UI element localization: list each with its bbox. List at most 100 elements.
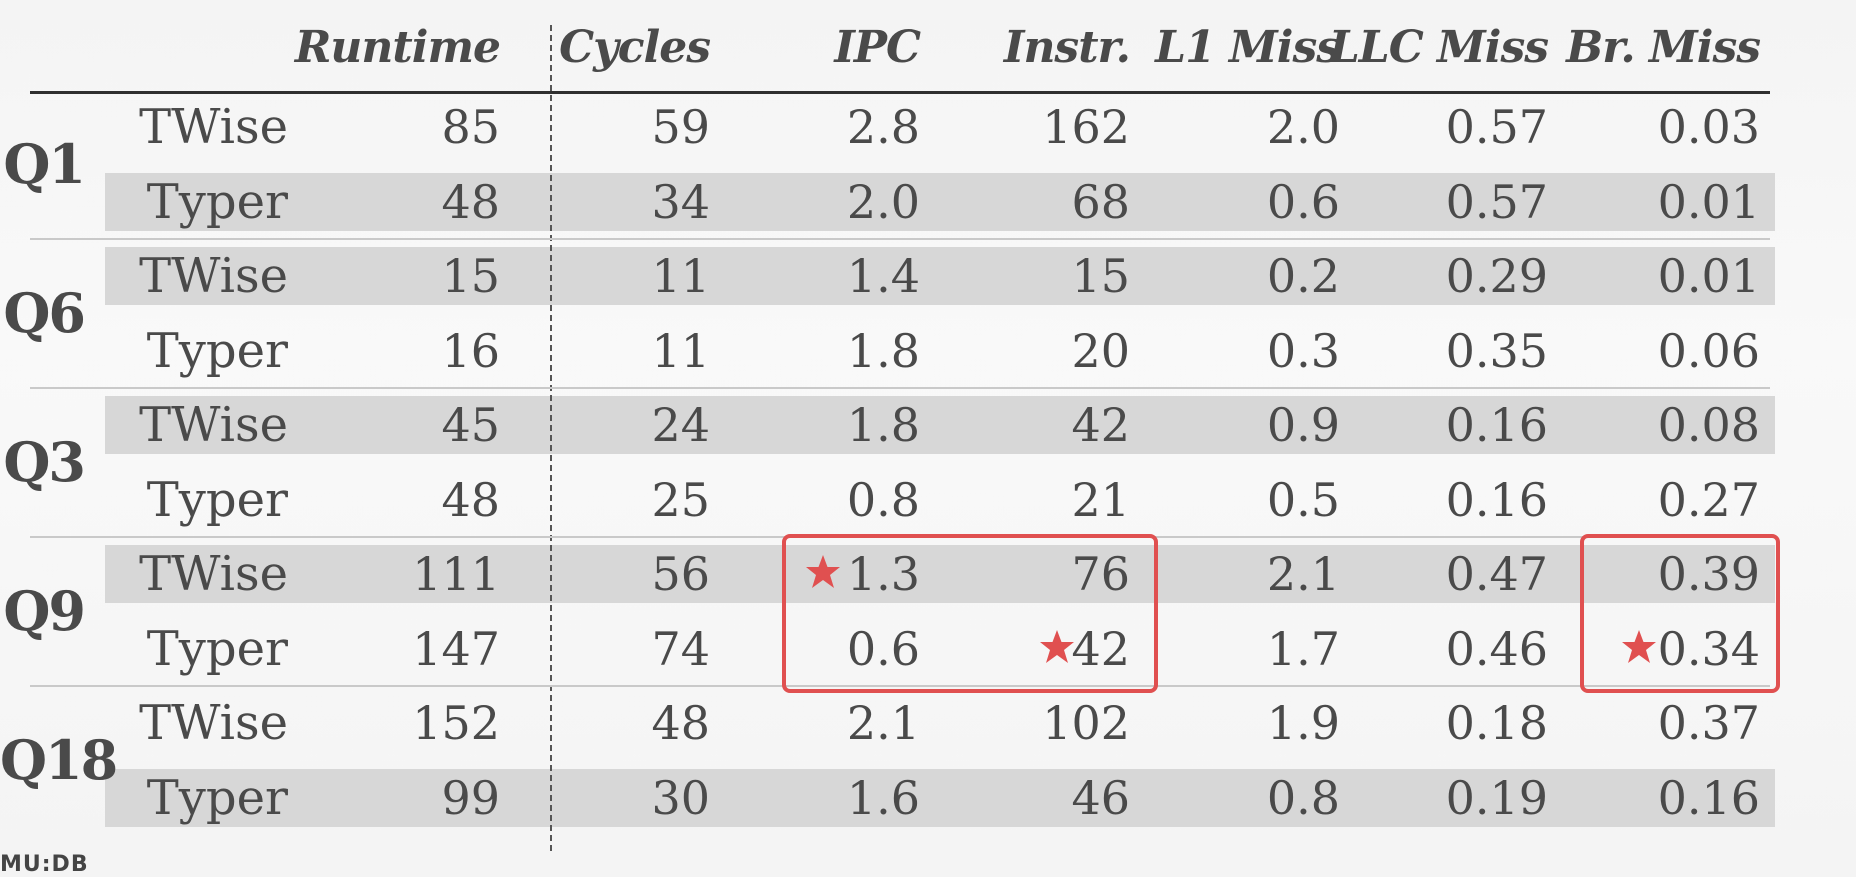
table-cell: 34 xyxy=(651,174,710,229)
table-cell: 15 xyxy=(1071,249,1130,303)
table-cell: 99 xyxy=(441,770,500,825)
table-cell: 11 xyxy=(651,323,710,378)
table-cell: 74 xyxy=(651,621,710,676)
table-cell: 0.16 xyxy=(1445,398,1548,452)
table-cell: 0.6 xyxy=(1266,174,1340,229)
group-separator xyxy=(30,238,1770,240)
table-cell: 0.2 xyxy=(1266,249,1340,303)
table-cell: 147 xyxy=(412,621,500,676)
table-cell: 1.4 xyxy=(846,249,920,303)
table-cell: 1.8 xyxy=(846,323,920,378)
star-icon xyxy=(1040,629,1074,663)
table-cell: 0.01 xyxy=(1657,249,1760,303)
header-rule xyxy=(30,91,1770,94)
system-label: TWise xyxy=(139,99,288,155)
highlight-box xyxy=(1580,534,1780,693)
table-cell: 0.5 xyxy=(1266,472,1340,527)
table-cell: 0.01 xyxy=(1657,174,1760,229)
table-cell: 15 xyxy=(441,249,500,303)
table-cell: 20 xyxy=(1071,323,1130,378)
table-cell: 0.16 xyxy=(1657,770,1760,825)
table-cell: 46 xyxy=(1071,770,1130,825)
table-cell: 30 xyxy=(651,770,710,825)
query-label: Q18 xyxy=(0,728,118,793)
table-cell: 2.0 xyxy=(1266,100,1340,154)
table-cell: 0.57 xyxy=(1445,174,1548,229)
column-header: Runtime xyxy=(294,22,501,73)
column-header: Cycles xyxy=(559,22,711,73)
table-cell: 0.18 xyxy=(1445,696,1548,750)
table-cell: 0.6 xyxy=(846,621,920,676)
table-cell: 0.35 xyxy=(1445,323,1548,378)
query-label: Q3 xyxy=(3,430,86,495)
system-label: Typer xyxy=(146,769,288,826)
column-separator xyxy=(550,25,552,851)
table-cell: 0.08 xyxy=(1657,398,1760,452)
table-cell: 1.6 xyxy=(846,770,920,825)
table-cell: 1.3 xyxy=(846,547,920,601)
query-label: Q1 xyxy=(3,132,86,197)
row-band xyxy=(105,396,1775,454)
table-cell: 0.57 xyxy=(1445,100,1548,154)
table-cell: 2.0 xyxy=(846,174,920,229)
system-label: Typer xyxy=(146,620,288,677)
table-cell: 85 xyxy=(441,100,500,154)
table-cell: 1.7 xyxy=(1266,621,1340,676)
table-cell: 2.1 xyxy=(846,696,920,750)
table-cell: 0.8 xyxy=(846,472,920,527)
table-cell: 2.1 xyxy=(1266,547,1340,601)
system-label: Typer xyxy=(146,471,288,528)
table-cell: 42 xyxy=(1071,398,1130,452)
table-cell: 0.03 xyxy=(1657,100,1760,154)
table-cell: 152 xyxy=(412,696,500,750)
table-cell: 162 xyxy=(1042,100,1130,154)
system-label: TWise xyxy=(139,695,288,751)
table-cell: 25 xyxy=(651,472,710,527)
row-band xyxy=(105,545,1775,603)
row-band xyxy=(105,247,1775,305)
table-cell: 0.9 xyxy=(1266,398,1340,452)
table-cell: 0.29 xyxy=(1445,249,1548,303)
row-band xyxy=(105,768,1775,827)
row-band xyxy=(105,172,1775,231)
table-cell: 0.39 xyxy=(1657,547,1760,601)
table-cell: 1.9 xyxy=(1266,696,1340,750)
column-header: Br. Miss xyxy=(1566,22,1761,73)
query-label: Q9 xyxy=(3,579,86,644)
column-header: Instr. xyxy=(1003,22,1131,73)
group-separator xyxy=(30,685,1770,687)
query-label: Q6 xyxy=(3,281,86,346)
system-label: TWise xyxy=(139,397,288,453)
table-cell: 48 xyxy=(441,472,500,527)
column-header: IPC xyxy=(834,22,921,73)
highlight-box xyxy=(782,534,1158,693)
star-icon xyxy=(1622,629,1656,663)
table-cell: 102 xyxy=(1042,696,1130,750)
column-header: L1 Miss xyxy=(1155,22,1341,73)
table-cell: 59 xyxy=(651,100,710,154)
system-label: TWise xyxy=(139,248,288,304)
footer-logo: MU:DB xyxy=(0,852,89,877)
table-cell: 0.47 xyxy=(1445,547,1548,601)
table-cell: 0.34 xyxy=(1657,621,1760,676)
table-cell: 0.06 xyxy=(1657,323,1760,378)
system-label: TWise xyxy=(139,546,288,602)
table-cell: 11 xyxy=(651,249,710,303)
table-cell: 45 xyxy=(441,398,500,452)
table-cell: 0.27 xyxy=(1657,472,1760,527)
table-cell: 0.3 xyxy=(1266,323,1340,378)
table-cell: 111 xyxy=(412,547,500,601)
table-cell: 0.16 xyxy=(1445,472,1548,527)
table-cell: 56 xyxy=(651,547,710,601)
table-cell: 48 xyxy=(651,696,710,750)
system-label: Typer xyxy=(146,173,288,230)
table-cell: 0.46 xyxy=(1445,621,1548,676)
table-cell: 42 xyxy=(1071,621,1130,676)
table-cell: 24 xyxy=(651,398,710,452)
table-cell: 0.19 xyxy=(1445,770,1548,825)
system-label: Typer xyxy=(146,322,288,379)
column-header: LLC Miss xyxy=(1328,22,1549,73)
table-cell: 0.8 xyxy=(1266,770,1340,825)
table-cell: 0.37 xyxy=(1657,696,1760,750)
